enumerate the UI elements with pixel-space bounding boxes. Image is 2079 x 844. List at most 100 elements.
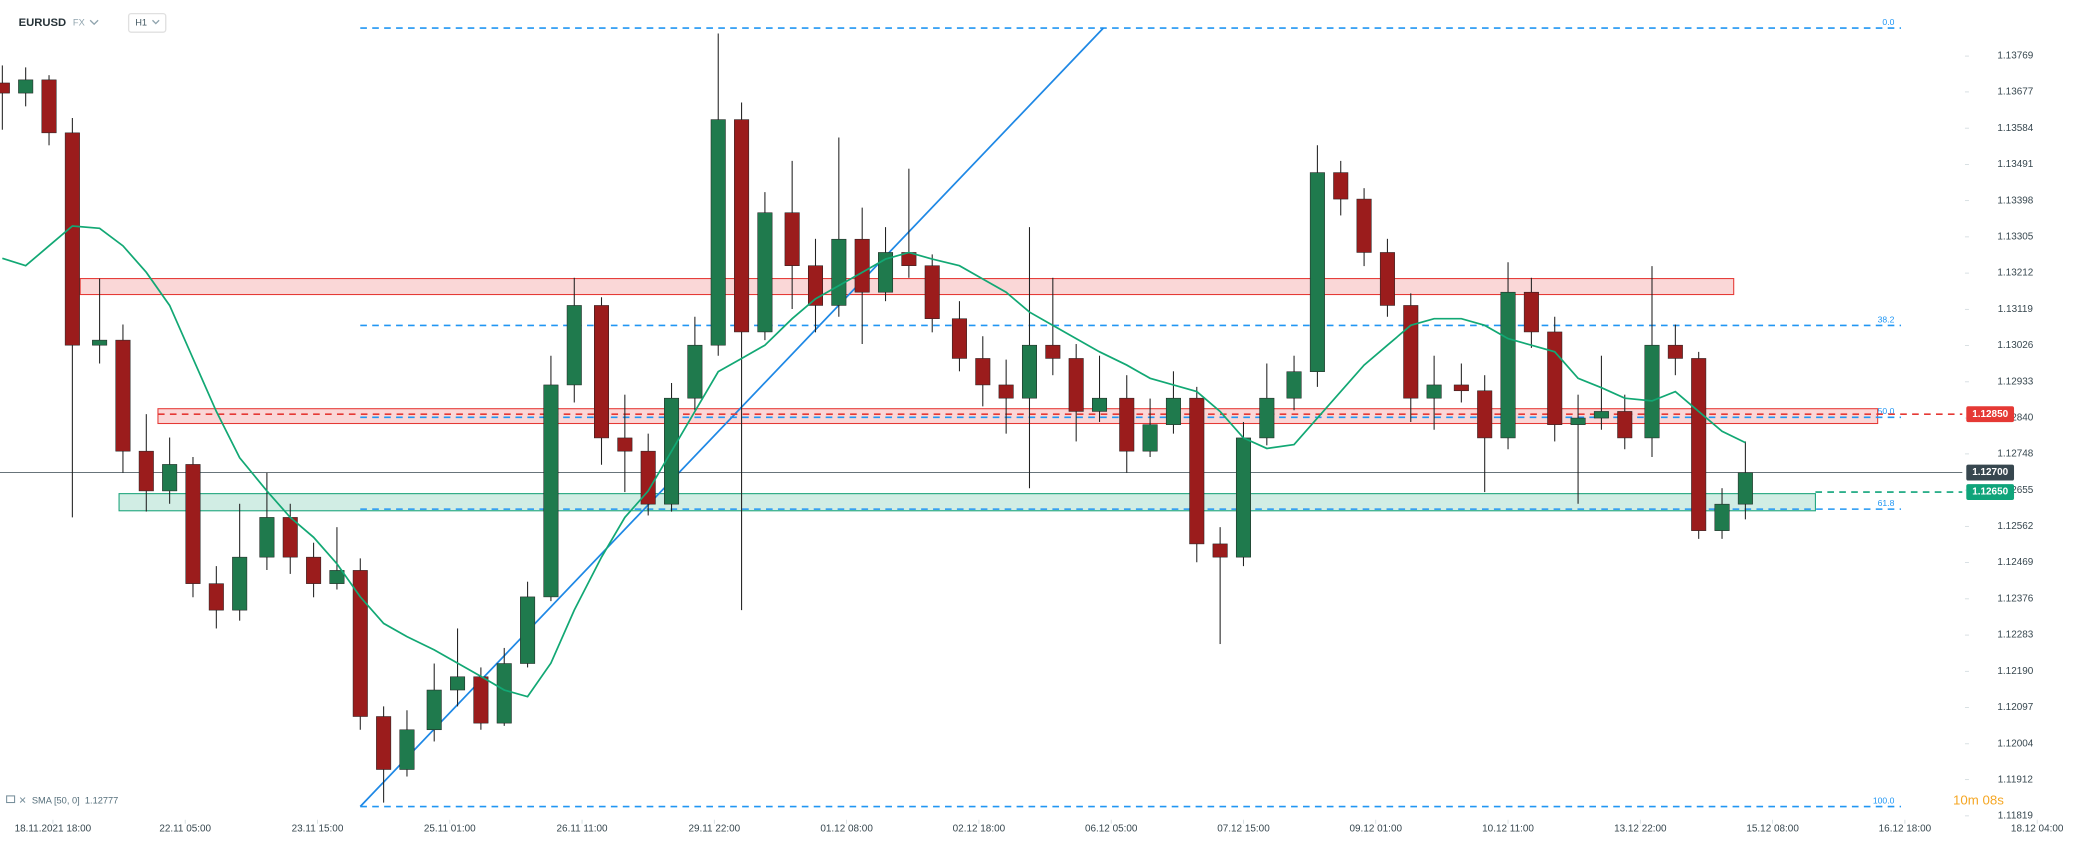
candle-body bbox=[594, 305, 610, 439]
y-tick-label: 1.12655 bbox=[1997, 485, 2033, 496]
fib-label: 50.0 bbox=[1878, 406, 1895, 416]
plot: 1.13769 1.13677 1.13584 1.13491 1.13398 1.133… bbox=[0, 17, 2064, 835]
candle-body bbox=[975, 358, 991, 386]
candle-body bbox=[138, 450, 154, 492]
y-tick-label: 1.12840 bbox=[1997, 413, 2033, 424]
sma-value: 1.12777 bbox=[85, 796, 119, 806]
candle-body bbox=[1379, 252, 1395, 306]
candle-body bbox=[450, 676, 466, 691]
candle-timer: 10m 08s bbox=[1953, 793, 2004, 808]
candle-body bbox=[185, 464, 201, 584]
y-tick-label: 1.12004 bbox=[1997, 738, 2033, 749]
candle-body bbox=[282, 517, 298, 558]
candle-body bbox=[1593, 411, 1609, 419]
candle-body bbox=[710, 119, 726, 346]
zone bbox=[79, 278, 1735, 296]
y-tick-label: 1.12933 bbox=[1997, 376, 2033, 387]
y-tick-label: 1.13677 bbox=[1997, 87, 2033, 98]
y-tick-label: 1.13398 bbox=[1997, 195, 2033, 206]
x-tick-label: 15.12 08:00 bbox=[1746, 824, 1799, 835]
candle-body bbox=[757, 212, 773, 333]
candle-body bbox=[1477, 390, 1493, 439]
candle-body bbox=[687, 344, 703, 399]
x-tick-label: 13.12 22:00 bbox=[1614, 824, 1667, 835]
y-tick-label: 1.12283 bbox=[1997, 630, 2033, 641]
x-tick-label: 10.12 11:00 bbox=[1482, 824, 1534, 835]
candle-body bbox=[1523, 291, 1539, 333]
price-badge bbox=[1966, 464, 2015, 481]
fib-label: 61.8 bbox=[1878, 498, 1895, 508]
x-tick-label: 25.11 01:00 bbox=[424, 824, 476, 835]
dropdown-icon[interactable] bbox=[152, 19, 160, 25]
zone bbox=[157, 408, 1879, 425]
candle-body bbox=[306, 556, 322, 584]
candle-body bbox=[115, 339, 131, 452]
candle-body bbox=[92, 339, 108, 346]
x-tick-label: 18.11.2021 18:00 bbox=[15, 824, 92, 835]
candle-body bbox=[352, 570, 368, 717]
candle-body bbox=[1547, 331, 1563, 425]
candle-body bbox=[1142, 424, 1158, 452]
y-tick-label: 1.11819 bbox=[1998, 810, 2034, 821]
x-tick-label: 18.12 04:00 bbox=[2011, 824, 2064, 835]
candle-body bbox=[520, 596, 536, 664]
symbol[interactable]: EURUSD bbox=[19, 17, 67, 29]
y-tick-label: 1.12376 bbox=[1997, 593, 2033, 604]
candle-body bbox=[208, 583, 224, 611]
candle-body bbox=[1714, 503, 1730, 531]
candle-body bbox=[924, 265, 940, 319]
x-tick-label: 06.12 05:00 bbox=[1085, 824, 1138, 835]
y-tick-label: 1.13119 bbox=[1998, 304, 2034, 315]
close-icon[interactable]: ✕ bbox=[19, 796, 27, 806]
toolbar: EURUSD FX H1 bbox=[19, 12, 167, 33]
candle-body bbox=[1286, 371, 1302, 399]
candle-body bbox=[1235, 437, 1251, 558]
candle-body bbox=[18, 79, 34, 94]
candle-body bbox=[1667, 344, 1683, 359]
candle-body bbox=[617, 437, 633, 452]
dropdown-icon[interactable] bbox=[89, 19, 99, 26]
candle-body bbox=[1212, 543, 1228, 558]
candle-body bbox=[998, 384, 1014, 399]
candle-body bbox=[1691, 358, 1707, 531]
candle-body bbox=[259, 517, 275, 558]
fib-label: 38.2 bbox=[1878, 314, 1895, 324]
x-tick-label: 29.11 22:00 bbox=[688, 824, 740, 835]
x-tick-label: 26.11 11:00 bbox=[557, 824, 608, 835]
y-tick-label: 1.12097 bbox=[1997, 702, 2033, 713]
y-tick-label: 1.12190 bbox=[1997, 666, 2033, 677]
candle-body bbox=[496, 663, 512, 724]
zone bbox=[118, 493, 1816, 512]
candle-body bbox=[1403, 305, 1419, 399]
candle-body bbox=[1570, 417, 1586, 425]
x-tick-label: 01.12 08:00 bbox=[820, 824, 873, 835]
candle-body bbox=[232, 556, 248, 611]
x-tick-label: 23.11 15:00 bbox=[292, 824, 344, 835]
candle-body bbox=[566, 305, 582, 386]
x-tick-label: 02.12 18:00 bbox=[953, 824, 1006, 835]
candle-body bbox=[878, 252, 894, 293]
candle-body bbox=[831, 238, 847, 306]
x-tick-label: 16.12 18:00 bbox=[1879, 824, 1932, 835]
candle-body bbox=[1737, 472, 1753, 505]
candle-body bbox=[329, 570, 345, 584]
timeframe[interactable]: H1 bbox=[135, 17, 147, 27]
candle-body bbox=[1119, 397, 1135, 452]
y-tick-label: 1.13584 bbox=[1997, 123, 2033, 134]
candle-body bbox=[1092, 397, 1108, 412]
candle-body bbox=[854, 238, 870, 293]
candle-body bbox=[1500, 291, 1516, 439]
candle-body bbox=[1644, 344, 1660, 439]
x-tick-label: 22.11 05:00 bbox=[159, 824, 211, 835]
candle-body bbox=[1426, 384, 1442, 399]
candle-body bbox=[1356, 198, 1372, 253]
y-tick-label: 1.12562 bbox=[1997, 521, 2033, 532]
market: FX bbox=[73, 17, 85, 27]
candle-body bbox=[784, 212, 800, 266]
candle-body bbox=[473, 676, 489, 724]
candle-body bbox=[64, 132, 80, 346]
y-tick-label: 1.12748 bbox=[1997, 449, 2033, 460]
timeframe-box[interactable] bbox=[127, 12, 167, 33]
indicator-icon[interactable] bbox=[6, 795, 16, 804]
